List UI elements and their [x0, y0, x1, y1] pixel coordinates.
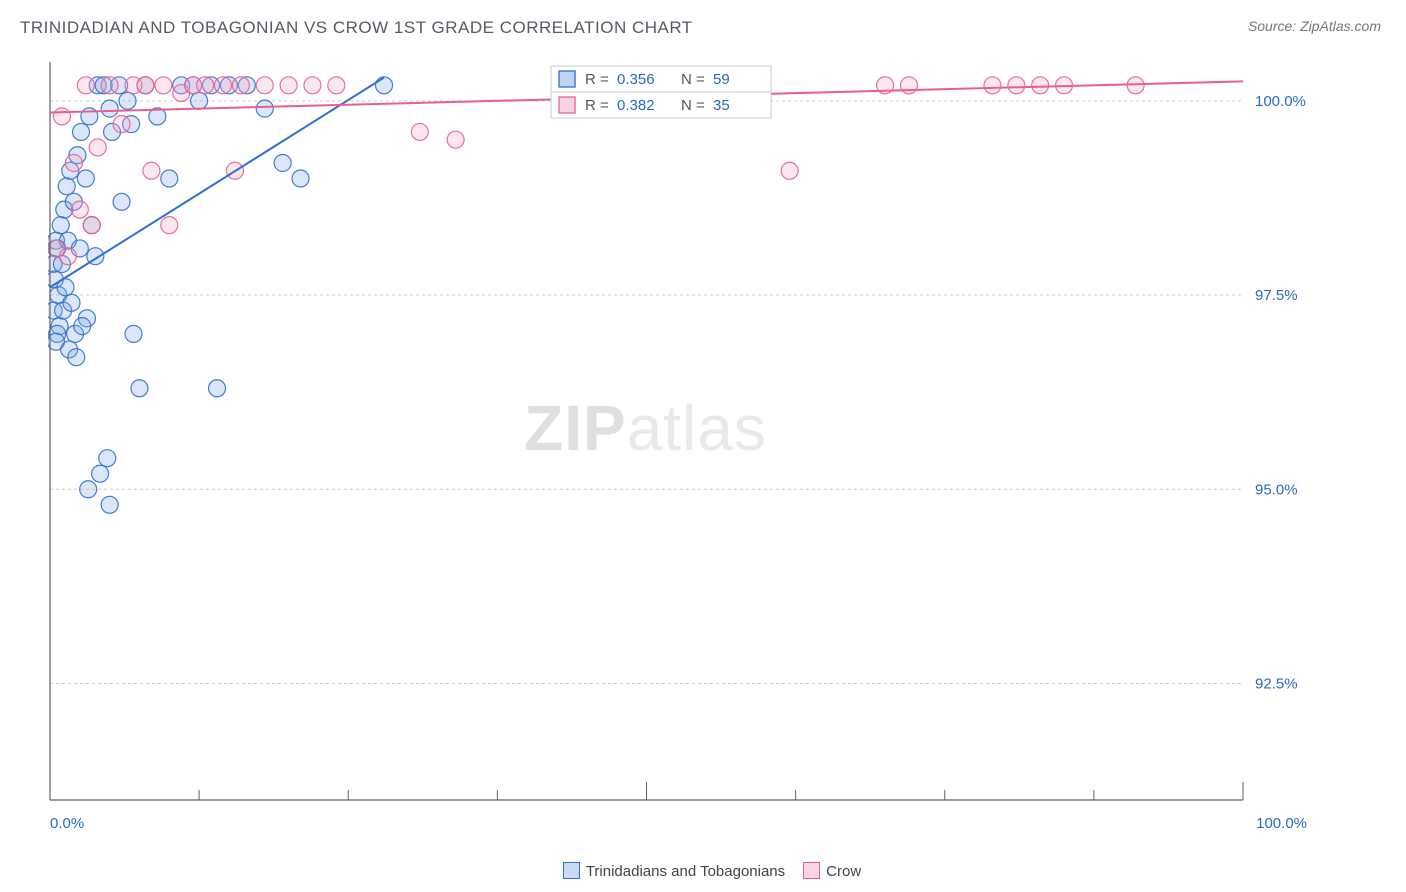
data-point: [197, 77, 214, 94]
data-point: [125, 325, 142, 342]
y-tick-label: 100.0%: [1255, 93, 1306, 110]
legend-r-value: 0.356: [617, 71, 655, 88]
data-point: [155, 77, 172, 94]
data-point: [101, 496, 118, 513]
watermark: ZIPatlas: [524, 392, 767, 464]
legend-n-label: N =: [681, 71, 705, 88]
data-point: [77, 77, 94, 94]
legend-row-bg: [551, 92, 771, 118]
data-point: [143, 162, 160, 179]
data-point: [58, 178, 75, 195]
data-point: [113, 193, 130, 210]
legend-r-value: 0.382: [617, 97, 655, 114]
y-tick-label: 92.5%: [1255, 675, 1298, 692]
data-point: [447, 131, 464, 148]
data-point: [376, 77, 393, 94]
legend-row-bg: [551, 66, 771, 92]
data-point: [161, 217, 178, 234]
data-point: [304, 77, 321, 94]
data-point: [63, 294, 80, 311]
data-point: [89, 139, 106, 156]
data-point: [73, 123, 90, 140]
y-tick-label: 97.5%: [1255, 287, 1298, 304]
legend-bottom-label: Trinidadians and Tobagonians: [586, 863, 785, 880]
x-tick-label: 100.0%: [1256, 815, 1307, 832]
data-point: [411, 123, 428, 140]
data-point: [280, 77, 297, 94]
chart-svg: 92.5% 95.0% 97.5% 100.0% ZIPatlas 0.0% 100.0% R…: [48, 60, 1311, 842]
data-point: [984, 77, 1001, 94]
legend-n-value: 35: [713, 97, 730, 114]
data-point: [209, 380, 226, 397]
data-point: [161, 170, 178, 187]
data-point: [74, 318, 91, 335]
data-point: [328, 77, 345, 94]
legend-n-label: N =: [681, 97, 705, 114]
y-tick-label: 95.0%: [1255, 481, 1298, 498]
data-point: [292, 170, 309, 187]
data-point: [131, 380, 148, 397]
data-point: [80, 481, 97, 498]
data-point: [65, 154, 82, 171]
data-point: [256, 100, 273, 117]
legend-r-label: R =: [585, 71, 609, 88]
data-point: [53, 108, 70, 125]
data-point: [101, 77, 118, 94]
data-point: [1032, 77, 1049, 94]
data-point: [214, 77, 231, 94]
data-point: [101, 100, 118, 117]
data-point: [71, 201, 88, 218]
data-point: [68, 349, 85, 366]
data-point: [191, 92, 208, 109]
data-point: [77, 170, 94, 187]
legend-r-label: R =: [585, 97, 609, 114]
legend-bottom: Trinidadians and Tobagonians Crow: [0, 862, 1406, 880]
data-point: [92, 465, 109, 482]
legend-n-value: 59: [713, 71, 730, 88]
data-point: [83, 217, 100, 234]
data-point: [99, 450, 116, 467]
data-point: [256, 77, 273, 94]
source-label: Source: ZipAtlas.com: [1248, 18, 1381, 34]
data-point: [137, 77, 154, 94]
legend-bottom-label: Crow: [826, 863, 861, 880]
data-point: [1008, 77, 1025, 94]
data-point: [274, 154, 291, 171]
x-tick-label: 0.0%: [50, 815, 84, 832]
data-point: [232, 77, 249, 94]
data-point: [59, 248, 76, 265]
data-point: [52, 217, 69, 234]
legend-bottom-swatch: [803, 862, 820, 879]
data-point: [781, 162, 798, 179]
legend-swatch: [559, 71, 575, 87]
data-point: [113, 116, 130, 133]
legend-bottom-swatch: [563, 862, 580, 879]
data-point: [119, 92, 136, 109]
plot-area: 1st Grade 92.5%95.0%97.5%100.0%ZIPatlas0…: [48, 60, 1311, 842]
legend-swatch: [559, 97, 575, 113]
chart-title: TRINIDADIAN AND TOBAGONIAN VS CROW 1ST G…: [20, 18, 693, 38]
